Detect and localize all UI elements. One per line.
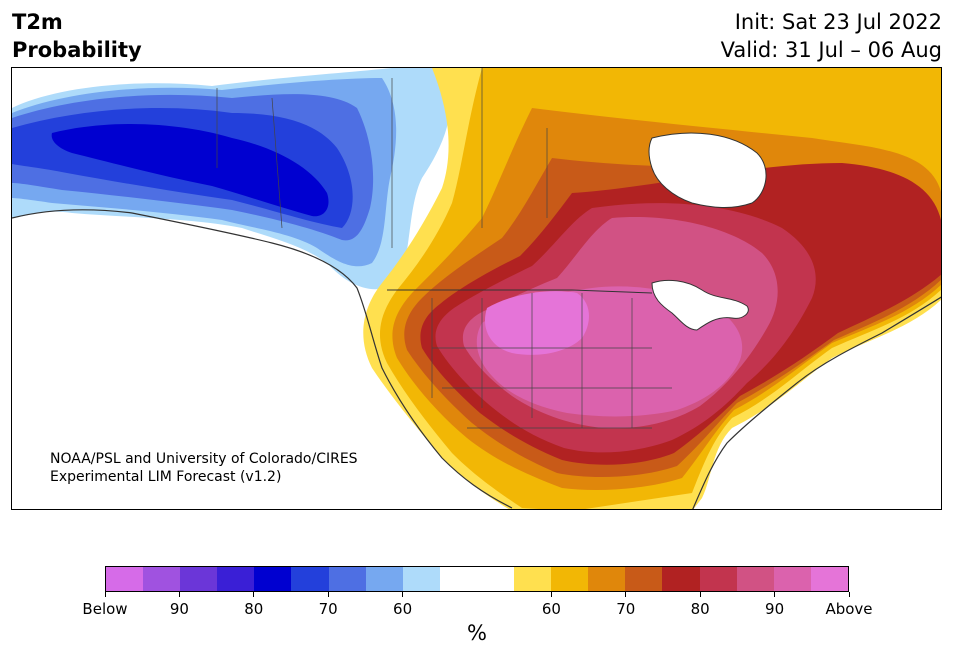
colorbar-tick-label: 60 xyxy=(541,600,561,618)
colorbar-tick-mark xyxy=(402,592,404,597)
border-us-canada xyxy=(387,289,653,294)
state-borders xyxy=(431,293,672,429)
credit-line-1: NOAA/PSL and University of Colorado/CIRE… xyxy=(50,451,358,467)
colorbar-tick-label: 70 xyxy=(616,600,636,618)
colorbar-tick-mark xyxy=(848,592,850,597)
below-region-90 xyxy=(51,123,329,217)
credit-line-2: Experimental LIM Forecast (v1.2) xyxy=(50,469,282,485)
colorbar-segment xyxy=(736,567,774,591)
colorbar-tick-label: 60 xyxy=(393,600,413,618)
province-borders xyxy=(216,68,548,248)
colorbar-segment xyxy=(476,567,515,591)
colorbar-segment xyxy=(699,567,737,591)
map-credit: NOAA/PSL and University of Colorado/CIRE… xyxy=(50,450,358,486)
colorbar-segment xyxy=(625,567,663,591)
colorbar-tick-label: 70 xyxy=(318,600,338,618)
colorbar-segment xyxy=(180,567,218,591)
colorbar-tick-mark xyxy=(178,592,180,597)
colorbar-tick-mark xyxy=(253,592,255,597)
probability-colorbar xyxy=(105,566,849,592)
title-line-1: T2m xyxy=(12,10,63,34)
colorbar-tick-label: 90 xyxy=(169,600,189,618)
valid-range: Valid: 31 Jul – 06 Aug xyxy=(720,38,942,62)
colorbar-segment xyxy=(662,567,700,591)
coastline xyxy=(12,209,941,509)
colorbar-tick-mark xyxy=(699,592,701,597)
colorbar-tick-mark xyxy=(550,592,552,597)
colorbar-segment xyxy=(514,567,552,591)
colorbar-tick-mark xyxy=(774,592,776,597)
colorbar-segment xyxy=(217,567,255,591)
colorbar-tick-label: Below xyxy=(82,600,128,618)
colorbar-segment xyxy=(106,567,144,591)
above-region-max xyxy=(484,291,589,355)
colorbar-unit-label: % xyxy=(467,621,487,645)
init-date: Init: Sat 23 Jul 2022 xyxy=(734,10,942,34)
colorbar-segment xyxy=(439,567,477,591)
forecast-dates: Init: Sat 23 Jul 2022 Valid: 31 Jul – 06… xyxy=(721,8,942,64)
chart-title: T2m Probability xyxy=(12,8,142,64)
colorbar-tick-mark xyxy=(104,592,106,597)
colorbar-tick-label: Above xyxy=(825,600,873,618)
colorbar-segment xyxy=(143,567,181,591)
colorbar-segment xyxy=(551,567,589,591)
great-lakes xyxy=(651,279,749,331)
map-canvas xyxy=(12,68,941,509)
colorbar-segment xyxy=(365,567,403,591)
colorbar-segment xyxy=(291,567,329,591)
colorbar-segment xyxy=(588,567,626,591)
probability-map: NOAA/PSL and University of Colorado/CIRE… xyxy=(11,67,942,510)
colorbar-tick-label: 90 xyxy=(765,600,785,618)
colorbar-segment xyxy=(254,567,292,591)
colorbar-tick-mark xyxy=(625,592,627,597)
hudson-bay xyxy=(648,132,767,208)
colorbar-segment xyxy=(402,567,440,591)
colorbar-segment xyxy=(328,567,366,591)
colorbar-tick-label: 80 xyxy=(690,600,710,618)
colorbar-tick-mark xyxy=(327,592,329,597)
title-line-2: Probability xyxy=(12,38,142,62)
colorbar-tick-label: 80 xyxy=(244,600,264,618)
colorbar-segment xyxy=(810,567,848,591)
colorbar-segment xyxy=(773,567,811,591)
